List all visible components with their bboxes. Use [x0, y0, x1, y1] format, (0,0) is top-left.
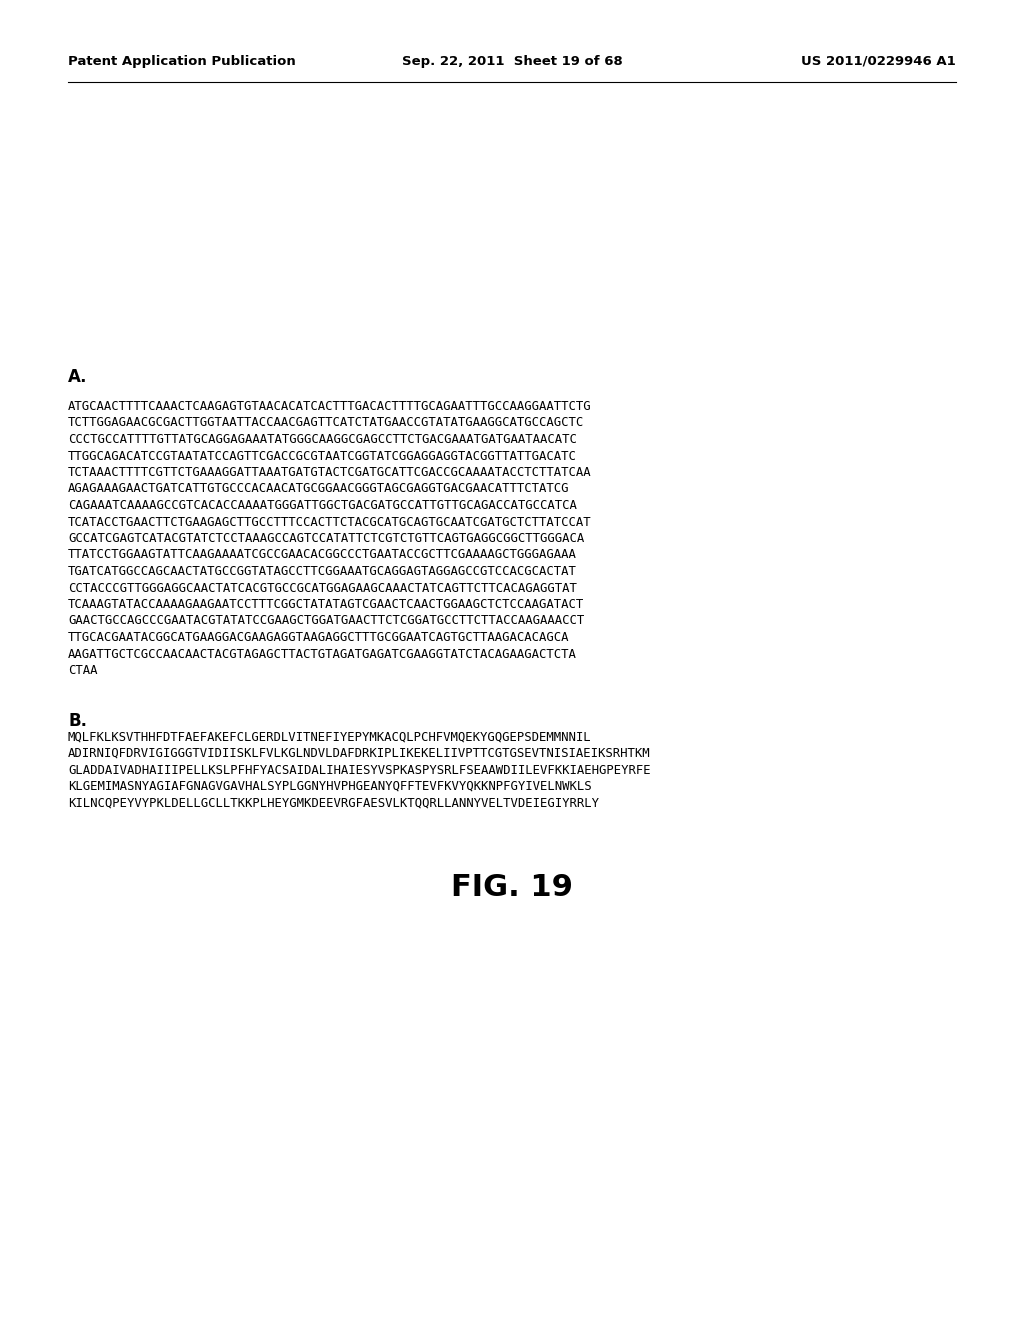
- Text: CAGAAATCAAAAGCCGTCACACCAAAATGGGATTGGCTGACGATGCCATTGTTGCAGACCATGCCATCA: CAGAAATCAAAAGCCGTCACACCAAAATGGGATTGGCTGA…: [68, 499, 577, 512]
- Text: TCTTGGAGAACGCGACTTGGTAATTACCAACGAGTTCATCTATGAACCGTATATGAAGGCATGCCAGCTC: TCTTGGAGAACGCGACTTGGTAATTACCAACGAGTTCATC…: [68, 417, 585, 429]
- Text: GCCATCGAGTCATACGTATCTCCTAAAGCCAGTCCATATTCTCGTCTGTTCAGTGAGGCGGCTTGGGACA: GCCATCGAGTCATACGTATCTCCTAAAGCCAGTCCATATT…: [68, 532, 585, 545]
- Text: B.: B.: [68, 713, 87, 730]
- Text: TTGGCAGACATCCGTAATATCCAGTTCGACCGCGTAATCGGTATCGGAGGAGGTACGGTTATTGACATC: TTGGCAGACATCCGTAATATCCAGTTCGACCGCGTAATCG…: [68, 450, 577, 462]
- Text: MQLFKLKSVTHHFDTFAEFAKEFCLGERDLVITNEFIYEPYMKACQLPCHFVMQEKYGQGEPSDEMMNNIL: MQLFKLKSVTHHFDTFAEFAKEFCLGERDLVITNEFIYEP…: [68, 730, 592, 743]
- Text: US 2011/0229946 A1: US 2011/0229946 A1: [801, 55, 956, 69]
- Text: TCTAAACTTTTCGTTCTGAAAGGATTAAATGATGTACTCGATGCATTCGACCGCAAAATACCTCTTATCAA: TCTAAACTTTTCGTTCTGAAAGGATTAAATGATGTACTCG…: [68, 466, 592, 479]
- Text: ATGCAACTTTTCAAACTCAAGAGTGTAACACATCACTTTGACACTTTTGCAGAATTTGCCAAGGAATTCTG: ATGCAACTTTTCAAACTCAAGAGTGTAACACATCACTTTG…: [68, 400, 592, 413]
- Text: FIG. 19: FIG. 19: [451, 873, 573, 902]
- Text: ADIRNIQFDRVIGIGGGTVIDIISKLFVLKGLNDVLDAFDRKIPLIKEKELIIVPTTCGTGSEVTNISIAEIKSRHTKM: ADIRNIQFDRVIGIGGGTVIDIISKLFVLKGLNDVLDAFD…: [68, 747, 650, 760]
- Text: TTATCCTGGAAGTATTCAAGAAAATCGCCGAACACGGCCCTGAATACCGCTTCGAAAAGCTGGGAGAAA: TTATCCTGGAAGTATTCAAGAAAATCGCCGAACACGGCCC…: [68, 549, 577, 561]
- Text: CCCTGCCATTTTGTTATGCAGGAGAAATATGGGCAAGGCGAGCCTTCTGACGAAATGATGAATAACATC: CCCTGCCATTTTGTTATGCAGGAGAAATATGGGCAAGGCG…: [68, 433, 577, 446]
- Text: TCATACCTGAACTTCTGAAGAGCTTGCCTTTCCACTTCTACGCATGCAGTGCAATCGATGCTCTTATCCAT: TCATACCTGAACTTCTGAAGAGCTTGCCTTTCCACTTCTA…: [68, 516, 592, 528]
- Text: Sep. 22, 2011  Sheet 19 of 68: Sep. 22, 2011 Sheet 19 of 68: [401, 55, 623, 69]
- Text: KLGEMIMASNYAGIAFGNAGVGAVHALSYPLGGNYHVPHGEANYQFFTEVFKVYQKKNPFGYIVELNWKLS: KLGEMIMASNYAGIAFGNAGVGAVHALSYPLGGNYHVPHG…: [68, 780, 592, 793]
- Text: AGAGAAAGAACTGATCATTGTGCCCACAACATGCGGAACGGGTAGCGAGGTGACGAACATTTCTATCG: AGAGAAAGAACTGATCATTGTGCCCACAACATGCGGAACG…: [68, 483, 569, 495]
- Text: CTAA: CTAA: [68, 664, 97, 677]
- Text: TGATCATGGCCAGCAACTATGCCGGTATAGCCTTCGGAAATGCAGGAGTAGGAGCCGTCCACGCACTAT: TGATCATGGCCAGCAACTATGCCGGTATAGCCTTCGGAAA…: [68, 565, 577, 578]
- Text: KILNCQPEYVYPKLDELLGCLLTKKPLHEYGMKDEEVRGFAESVLKTQQRLLANNYVELTVDEIEGIYRRLY: KILNCQPEYVYPKLDELLGCLLTKKPLHEYGMKDEEVRGF…: [68, 796, 599, 809]
- Text: GLADDAIVADHAIIIPELLKSLPFHFYACSAIDALIHAIESYVSPKASPYSRLFSEAAWDIILEVFKKIAEHGPEYRFE: GLADDAIVADHAIIIPELLKSLPFHFYACSAIDALIHAIE…: [68, 763, 650, 776]
- Text: Patent Application Publication: Patent Application Publication: [68, 55, 296, 69]
- Text: TTGCACGAATACGGCATGAAGGACGAAGAGGTAAGAGGCTTTGCGGAATCAGTGCTTAAGACACAGCA: TTGCACGAATACGGCATGAAGGACGAAGAGGTAAGAGGCT…: [68, 631, 569, 644]
- Text: AAGATTGCTCGCCAACAACTACGTAGAGCTTACTGTAGATGAGATCGAAGGTATCTACAGAAGACTCTA: AAGATTGCTCGCCAACAACTACGTAGAGCTTACTGTAGAT…: [68, 648, 577, 660]
- Text: TCAAAGTATACCAAAAGAAGAATCCTTTCGGCTATATAGTCGAACTCAACTGGAAGCTCTCCAAGATACT: TCAAAGTATACCAAAAGAAGAATCCTTTCGGCTATATAGT…: [68, 598, 585, 611]
- Text: A.: A.: [68, 368, 87, 385]
- Text: GAACTGCCAGCCCGAATACGTATATCCGAAGCTGGATGAACTTCTCGGATGCCTTCTTACCAAGAAACCT: GAACTGCCAGCCCGAATACGTATATCCGAAGCTGGATGAA…: [68, 615, 585, 627]
- Text: CCTACCCGTTGGGAGGCAACTATCACGTGCCGCATGGAGAAGCAAACTATCAGTTCTTCACAGAGGTAT: CCTACCCGTTGGGAGGCAACTATCACGTGCCGCATGGAGA…: [68, 582, 577, 594]
